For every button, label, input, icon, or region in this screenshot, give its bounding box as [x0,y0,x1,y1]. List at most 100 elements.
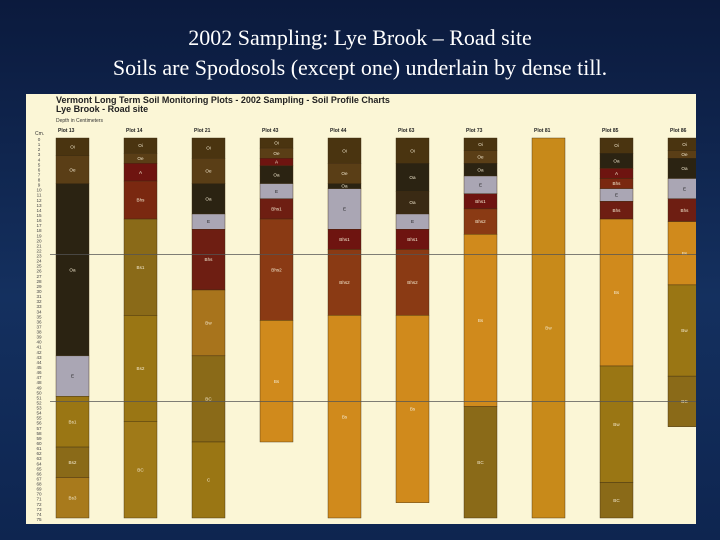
horizon-label: Oi [138,143,143,148]
y-tick-label: 0 [38,137,41,142]
plot-label: Plot 85 [602,128,619,134]
y-tick-label: 45 [36,365,42,370]
horizon-label: A [615,171,619,176]
horizon-bar [55,355,90,397]
horizon-label: Bs [410,407,416,412]
horizon-label: E [615,193,618,198]
horizon-bar [123,315,158,422]
horizon-bar [55,477,90,519]
y-tick-label: 20 [36,238,42,243]
horizon-label: Bhs [205,257,214,262]
y-tick-label: 65 [36,466,42,471]
horizon-label: Oe [477,155,484,160]
y-tick-label: 3 [38,152,41,157]
y-tick-label: 17 [36,223,42,228]
horizon-label: A [275,160,279,165]
horizon-label: E [275,189,278,194]
y-tick-label: 19 [36,233,42,238]
y-tick-label: 72 [36,502,42,507]
horizon-bar [191,441,226,519]
horizon-label: Oa [477,167,484,172]
y-tick-label: 70 [36,492,42,497]
y-tick-label: 38 [36,330,42,335]
horizon-label: Oe [205,169,212,174]
y-tick-label: 23 [36,254,42,259]
horizon-label: Bs3 [69,495,77,500]
soil-profile-chart-panel: Cm. 0 1 2 3 4 5 6 7 8 9 10 11 12 13 14 15 16 17 18 19 20 21 22 2… [26,94,696,524]
y-tick-label: 11 [37,193,42,198]
horizon-label: Oi [682,142,687,147]
horizon-label: Bs2 [137,366,145,371]
horizon-bar [463,208,498,235]
y-tick-label: 8 [38,178,41,183]
horizon-bar [55,446,90,478]
y-tick-label: 75 [36,517,42,522]
horizon-bar [599,365,634,483]
horizon-label: C [207,478,211,483]
y-tick-label: 49 [36,385,42,390]
y-tick-label: 54 [36,411,42,416]
y-tick-label: 64 [36,461,42,466]
plot-label: Plot 63 [398,128,415,134]
plot-label: Plot 21 [194,128,211,134]
y-tick-label: 31 [36,294,42,299]
horizon-label: E [343,207,346,212]
y-tick-label: 33 [36,304,42,309]
y-tick-label: 47 [36,375,42,380]
horizon-bar [123,421,158,519]
plot-label: Plot 43 [262,128,279,134]
horizon-label: BC [477,460,484,465]
y-tick-label: 21 [36,243,42,248]
y-tick-label: 60 [36,441,42,446]
y-tick-label: 69 [36,487,42,492]
horizon-bar [667,221,696,286]
horizon-bar [395,249,430,316]
horizon-label: Oa [681,166,688,171]
y-tick-label: 9 [38,183,41,188]
soil-profile-chart: Cm.0123456789101112131415161718192021222… [35,128,696,522]
horizon-label: Bhs [613,181,622,186]
horizon-label: E [411,219,414,224]
horizon-label: Bs [274,379,280,384]
plot-label: Plot 81 [534,128,551,134]
y-tick-label: 50 [36,390,42,395]
y-tick-label: 39 [36,335,42,340]
horizon-bar [55,396,90,448]
y-tick-label: 58 [36,431,42,436]
plot-label: Plot 14 [126,128,143,134]
horizon-label: E [683,186,686,191]
horizon-label: Bhs [137,198,146,203]
y-tick-label: 13 [36,203,42,208]
y-tick-label: 68 [36,482,42,487]
horizon-label: Oi [614,143,619,148]
chart-subtitle: Lye Brook - Road site [56,104,149,114]
horizon-label: Oi [206,146,211,151]
horizon-label: Oe [341,171,348,176]
horizon-label: Bs [342,414,348,419]
y-tick-label: 24 [36,259,42,264]
y-tick-label: 66 [36,471,42,476]
y-tick-label: 30 [36,289,42,294]
horizon-label: Oe [681,152,688,157]
horizon-label: Bhs1 [475,199,486,204]
horizon-label: Bs [682,251,688,256]
horizon-bar [327,137,362,164]
horizon-bar [55,183,90,357]
horizon-label: Oa [273,172,280,177]
horizon-label: E [207,219,210,224]
horizon-label: Bhs2 [339,280,350,285]
horizon-label: Bw [205,321,212,326]
horizon-label: Oa [341,184,348,189]
y-tick-label: 16 [36,218,42,223]
y-tick-label: 51 [36,395,42,400]
horizon-label: Oi [342,148,347,153]
horizon-bar [191,158,226,184]
horizon-label: BC [613,498,620,503]
slide-title-line-2: Soils are Spodosols (except one) underla… [112,55,608,80]
y-tick-label: 14 [36,208,42,213]
horizon-label: Bhs [681,208,690,213]
y-tick-label: 40 [36,340,42,345]
horizon-label: Oe [69,167,76,172]
horizon-label: Oa [409,200,416,205]
y-tick-label: 32 [36,299,42,304]
